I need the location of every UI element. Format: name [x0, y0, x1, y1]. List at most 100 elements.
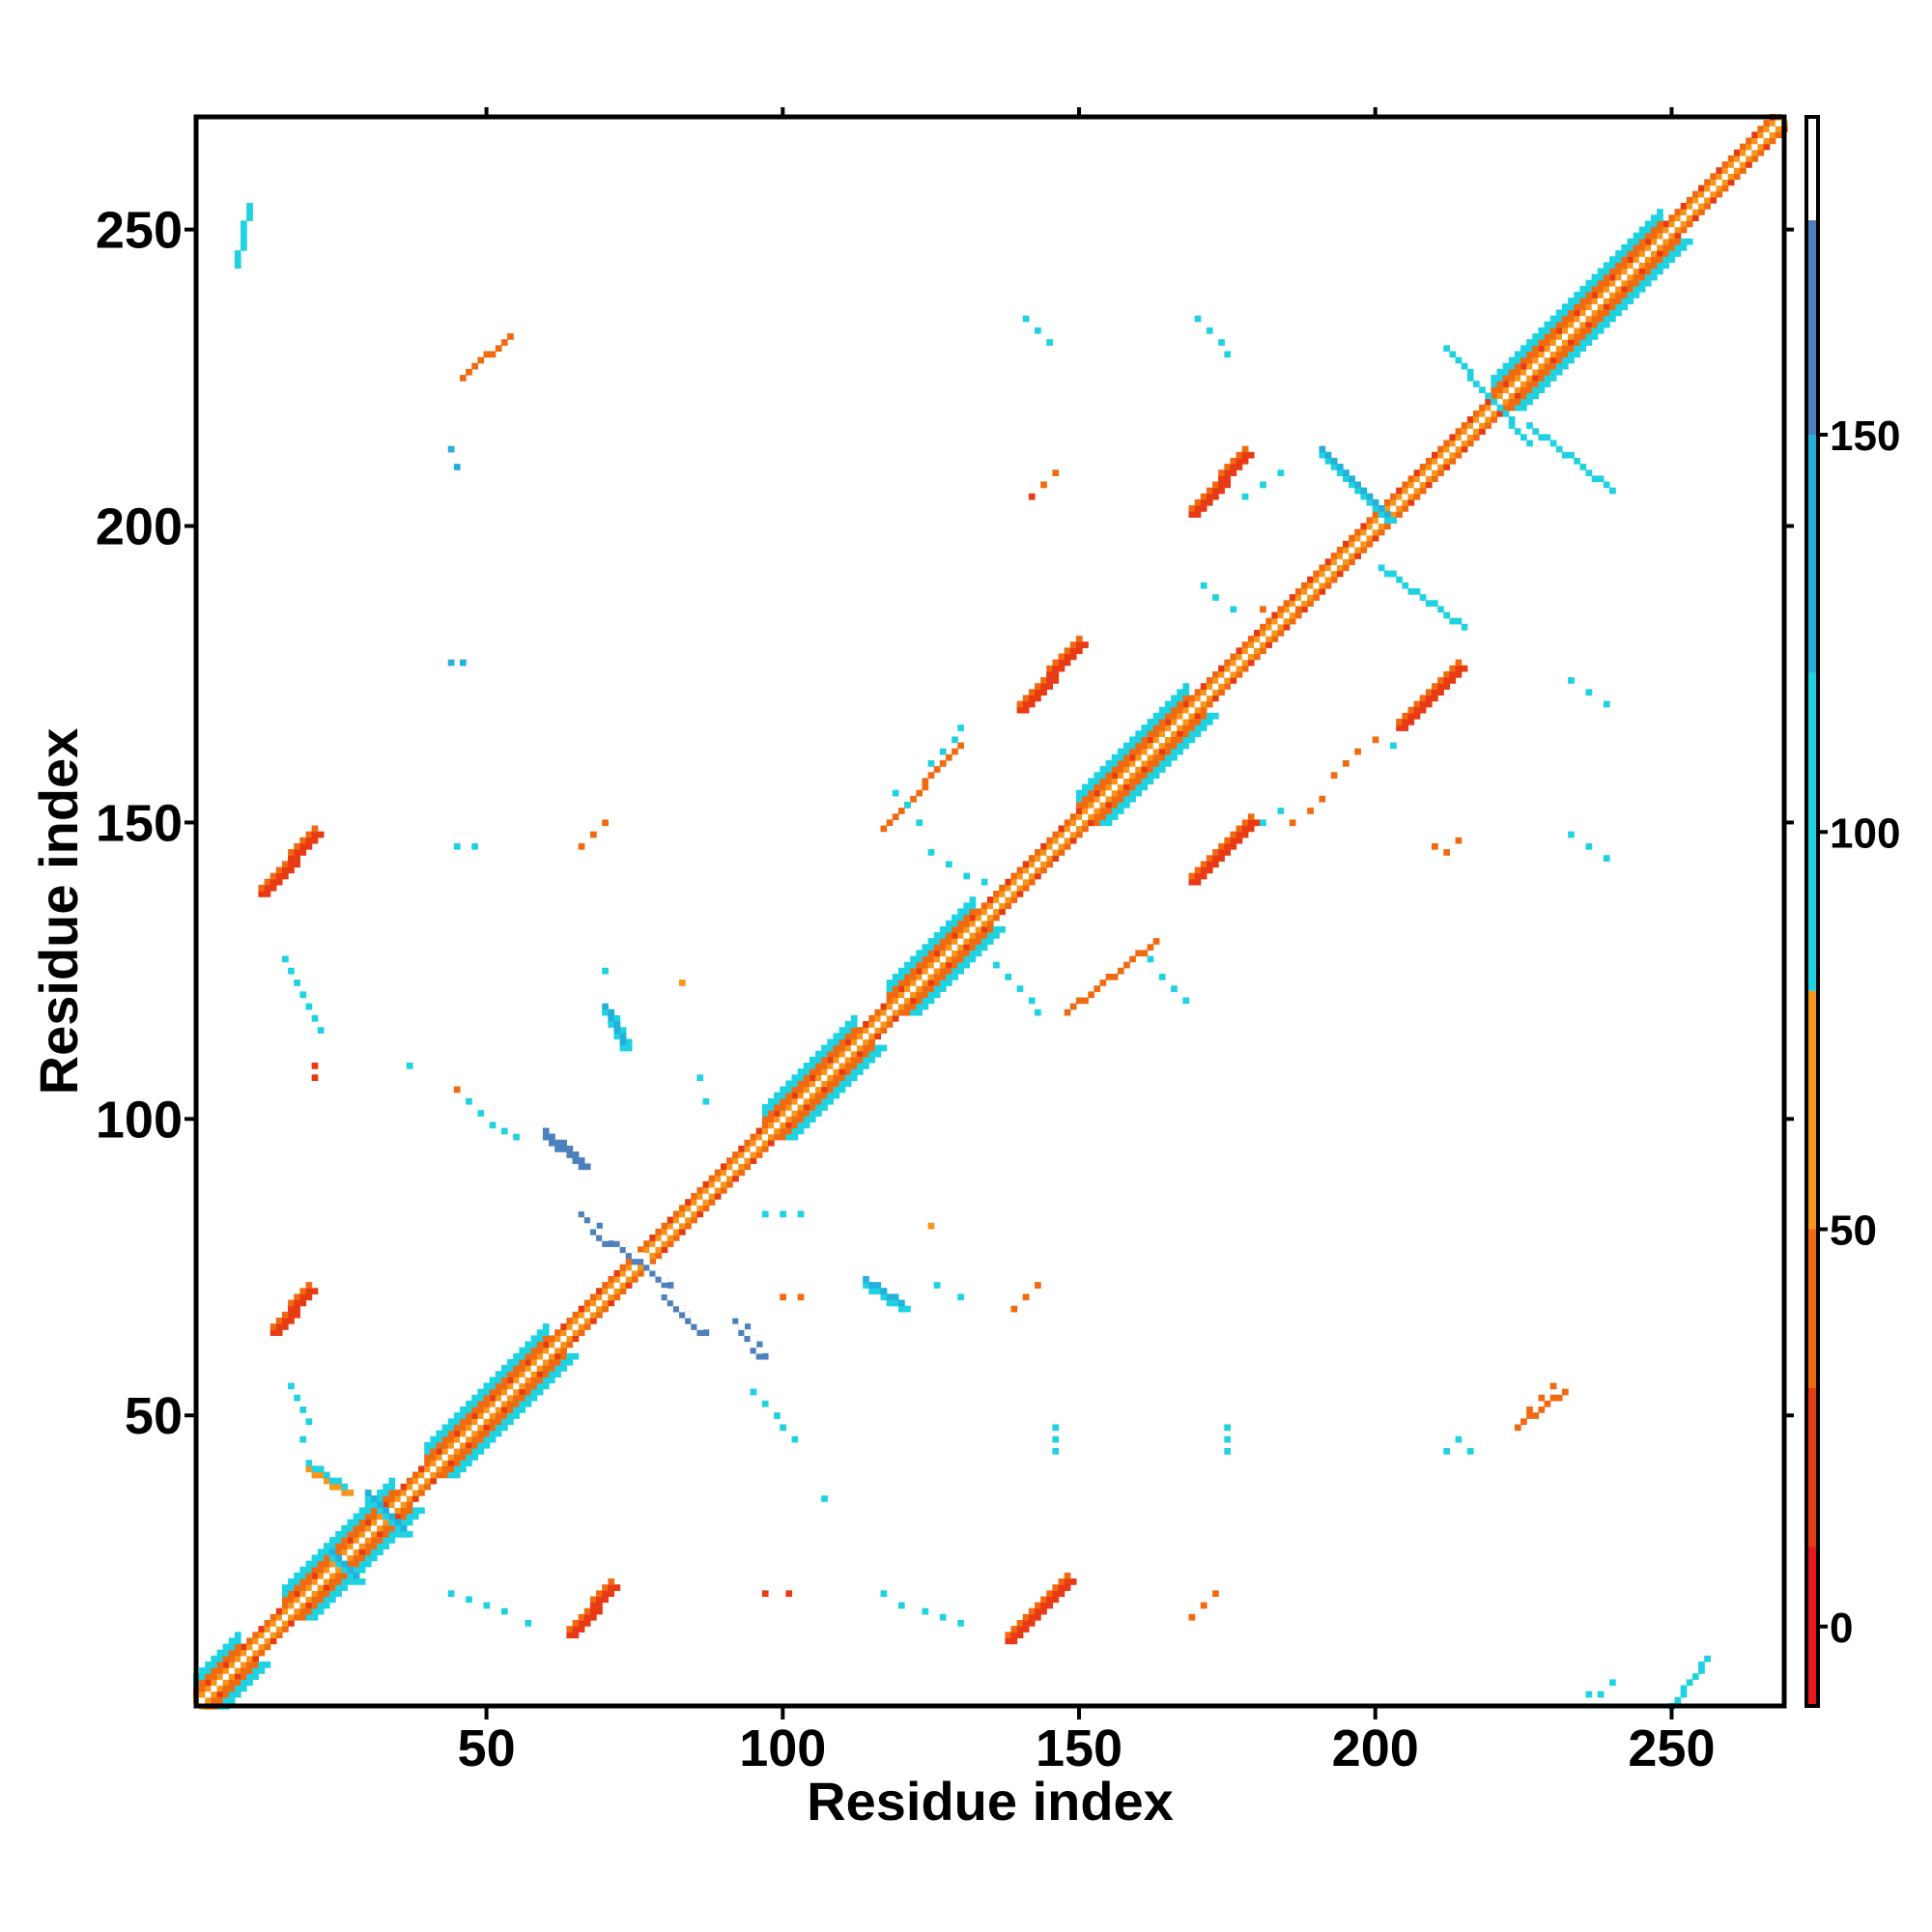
diagonal-band-cell: [821, 1044, 828, 1052]
diagonal-band-cell: [1158, 753, 1166, 761]
diagonal-cell: [1698, 196, 1705, 204]
contact-cell: [596, 1235, 603, 1241]
near-diagonal-cell: [957, 925, 964, 933]
diagonal-band-cell: [358, 1554, 366, 1562]
near-diagonal-cell: [394, 1489, 402, 1496]
diagonal-cell: [347, 1548, 355, 1556]
contact-cell: [1075, 647, 1083, 655]
contact-cell: [1194, 511, 1202, 518]
diagonal-band-cell: [412, 1507, 419, 1515]
contact-cell: [1194, 498, 1202, 506]
contact-cell: [406, 1063, 413, 1069]
near-diagonal-cell: [500, 1382, 508, 1390]
diagonal-band-cell: [963, 955, 971, 963]
near-diagonal-cell: [1680, 209, 1688, 215]
near-diagonal-cell: [655, 1252, 663, 1260]
diagonal-band-cell: [844, 1080, 852, 1088]
near-diagonal-cell: [655, 1246, 663, 1254]
near-diagonal-cell: [939, 967, 947, 975]
contact-cell: [1016, 706, 1024, 714]
contact-cell: [583, 1607, 591, 1615]
near-diagonal-cell: [1668, 220, 1676, 228]
contact-cell: [874, 1288, 882, 1294]
near-diagonal-cell: [222, 1661, 230, 1668]
contact-cell: [234, 256, 242, 263]
y-axis-title: Residue index: [28, 728, 89, 1095]
near-diagonal-cell: [311, 1572, 319, 1579]
contact-cell: [1538, 434, 1546, 441]
contact-cell: [1058, 659, 1065, 667]
diagonal-cell: [838, 1056, 846, 1064]
near-diagonal-cell: [1307, 600, 1314, 607]
near-diagonal-cell: [1419, 464, 1427, 470]
contact-cell: [596, 1590, 603, 1598]
colorbar-band: [1806, 990, 1818, 1230]
near-diagonal-cell: [507, 1394, 514, 1402]
near-diagonal-cell: [1526, 362, 1533, 370]
near-diagonal-cell: [241, 1643, 247, 1651]
near-diagonal-cell: [299, 1602, 307, 1609]
near-diagonal-cell: [1224, 659, 1232, 667]
diagonal-band-cell: [453, 1418, 461, 1426]
contact-cell: [602, 1590, 609, 1598]
diagonal-band-cell: [1585, 333, 1593, 340]
contact-cell: [1574, 457, 1580, 465]
contact-cell: [1383, 511, 1391, 518]
contact-cell: [1218, 339, 1225, 346]
contact-cell: [1585, 689, 1593, 696]
diagonal-band-cell: [821, 1092, 828, 1099]
contact-cell: [466, 1596, 472, 1604]
contact-cell: [1035, 1613, 1041, 1621]
diagonal-band-cell: [294, 1578, 300, 1585]
contact-cell: [1532, 428, 1540, 435]
contact-cell: [299, 991, 307, 999]
near-diagonal-cell: [1064, 825, 1071, 833]
diagonal-band-cell: [441, 1471, 449, 1479]
diagonal-cell: [946, 950, 952, 957]
contact-cell: [897, 1305, 905, 1313]
diagonal-band-cell: [952, 914, 958, 922]
near-diagonal-cell: [1574, 327, 1580, 334]
near-diagonal-cell: [246, 1643, 253, 1651]
near-diagonal-cell: [1241, 665, 1249, 672]
diagonal-cell: [1461, 434, 1468, 441]
near-diagonal-cell: [1383, 523, 1391, 530]
near-diagonal-cell: [833, 1074, 840, 1082]
near-diagonal-cell: [1691, 190, 1699, 198]
contact-cell: [1052, 469, 1060, 476]
contact-cell: [1443, 611, 1450, 619]
contact-cell: [904, 801, 911, 809]
diagonal-band-cell: [844, 1027, 852, 1034]
near-diagonal-cell: [1419, 487, 1427, 495]
near-diagonal-cell: [1396, 487, 1403, 495]
contact-cell: [1010, 1626, 1018, 1633]
contact-cell: [1040, 481, 1047, 489]
diagonal-band-cell: [1549, 375, 1557, 382]
diagonal-band-cell: [358, 1507, 366, 1515]
diagonal-cell: [1425, 469, 1433, 476]
diagonal-cell: [1129, 766, 1136, 773]
contact-cell: [631, 1258, 639, 1265]
diagonal-band-cell: [904, 973, 911, 980]
contact-cell: [922, 778, 929, 785]
diagonal-band-cell: [952, 961, 958, 969]
near-diagonal-cell: [1443, 445, 1450, 453]
diagonal-band-cell: [1182, 695, 1190, 702]
diagonal-band-cell: [1633, 243, 1640, 251]
diagonal-cell: [1313, 582, 1321, 589]
diagonal-band-cell: [774, 1097, 781, 1105]
near-diagonal-cell: [856, 1050, 864, 1058]
near-diagonal-cell: [1532, 368, 1540, 376]
near-diagonal-cell: [554, 1335, 561, 1343]
diagonal-cell: [1301, 594, 1308, 601]
near-diagonal-cell: [1010, 872, 1018, 880]
diagonal-band-cell: [1164, 753, 1172, 761]
diagonal-band-cell: [252, 1661, 259, 1668]
contact-cell: [821, 1495, 828, 1502]
diagonal-band-cell: [1141, 736, 1149, 744]
diagonal-band-cell: [234, 1637, 242, 1645]
diagonal-band-cell: [963, 914, 971, 922]
near-diagonal-cell: [767, 1139, 775, 1147]
near-diagonal-cell: [1307, 594, 1314, 601]
diagonal-band-cell: [477, 1441, 485, 1449]
